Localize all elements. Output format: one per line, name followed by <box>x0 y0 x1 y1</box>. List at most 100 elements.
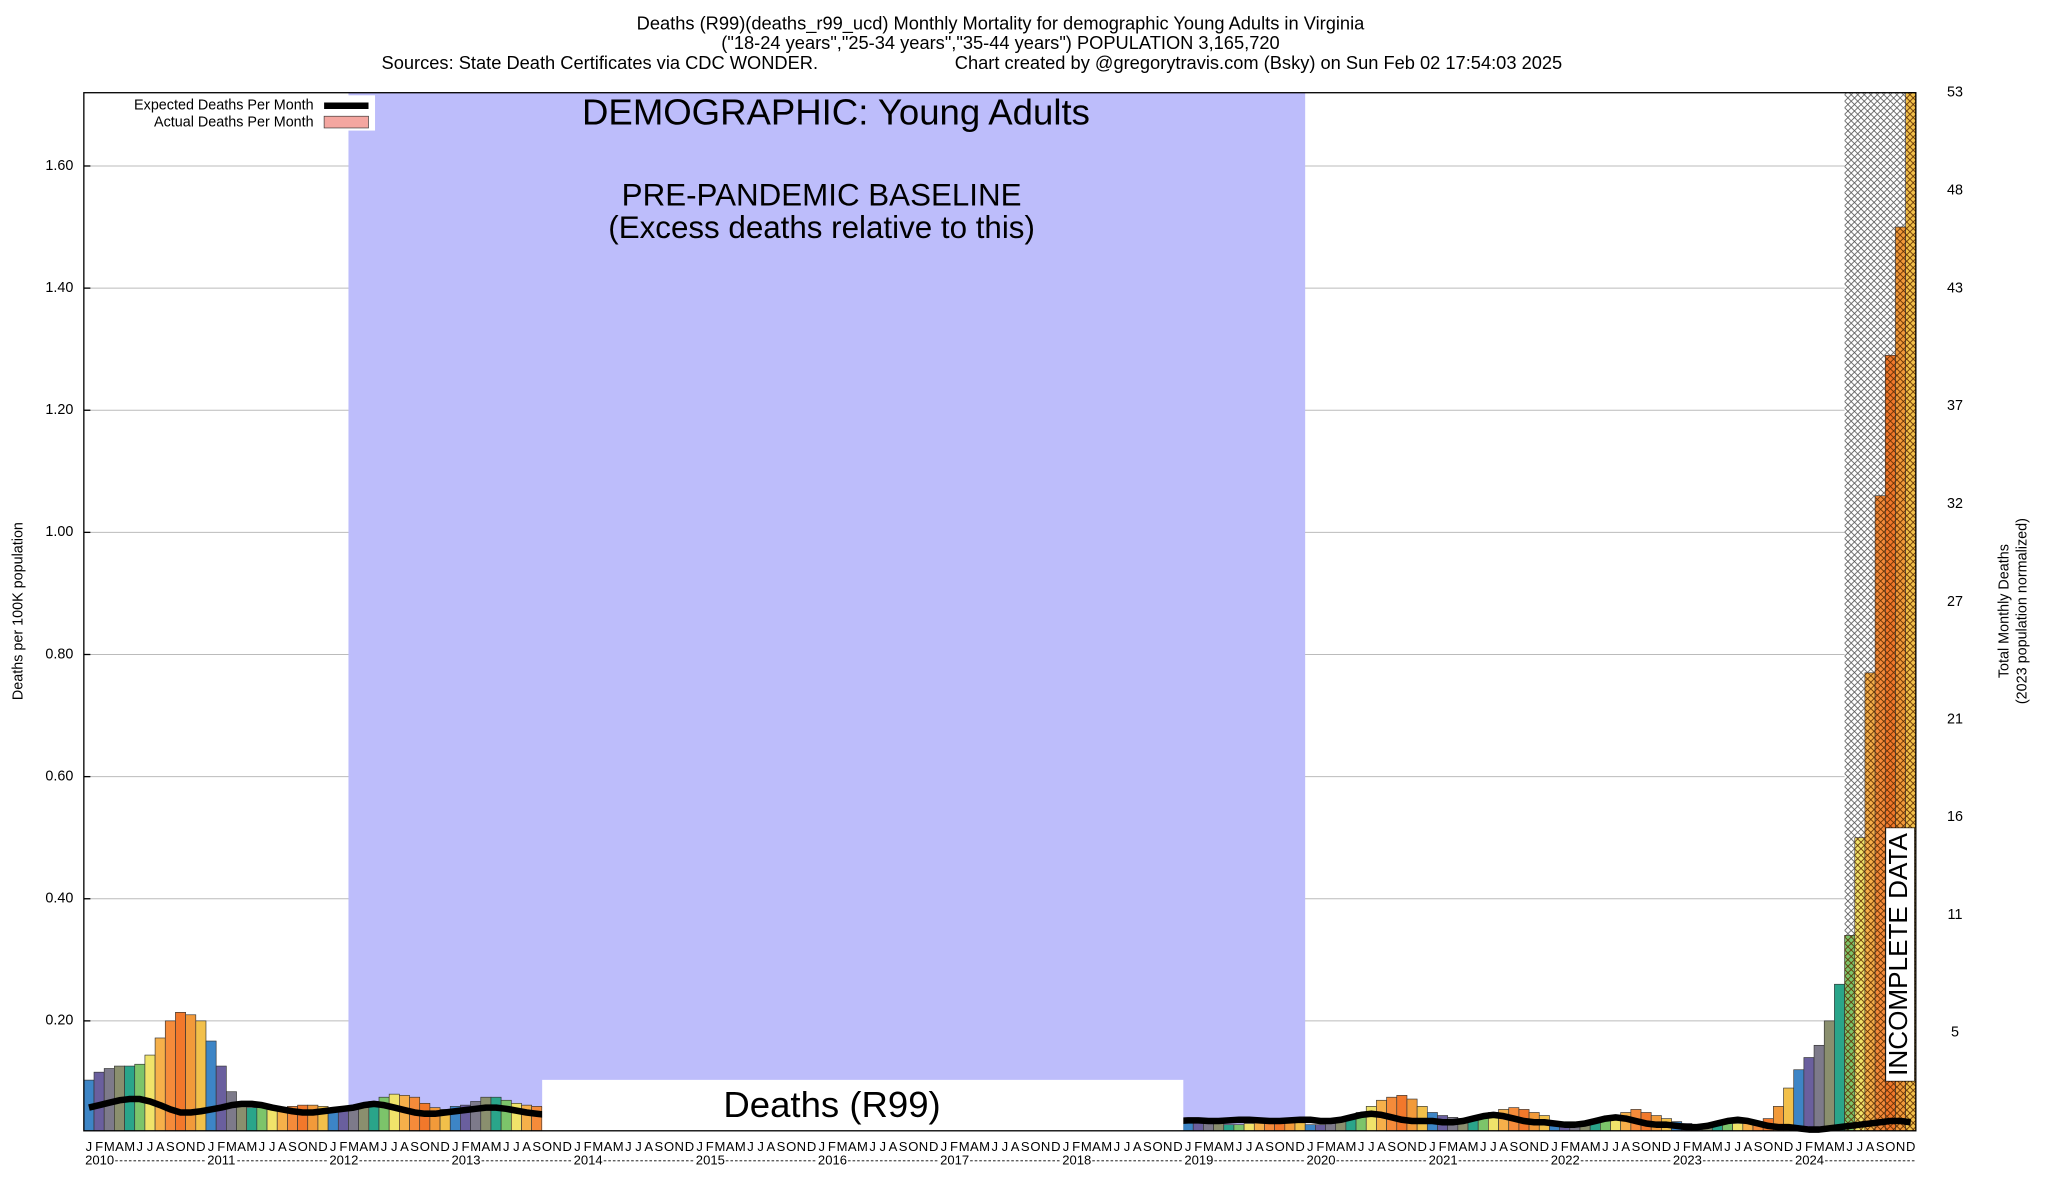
x-tick-label: J <box>757 1139 764 1154</box>
x-tick-label: J <box>391 1139 398 1154</box>
year-label: 2020 <box>1306 1152 1335 1167</box>
x-tick-label: S <box>899 1139 908 1154</box>
x-tick-label: D <box>1906 1139 1915 1154</box>
x-tick-label: M <box>1223 1139 1234 1154</box>
year-label: 2014 <box>574 1152 603 1167</box>
x-tick-label: A <box>1459 1139 1468 1154</box>
x-tick-label: J <box>330 1139 337 1154</box>
x-tick-label: M <box>1325 1139 1336 1154</box>
year-label: 2022 <box>1551 1152 1580 1167</box>
x-tick-label: J <box>747 1139 754 1154</box>
bar <box>266 1107 278 1132</box>
year-label: 2013 <box>452 1152 481 1167</box>
baseline-sublabel: (Excess deaths relative to this) <box>608 210 1035 245</box>
x-tick-label: M <box>1692 1139 1703 1154</box>
x-tick-label: J <box>503 1139 510 1154</box>
x-tick-label: J <box>880 1139 887 1154</box>
x-tick-label: N <box>1407 1139 1416 1154</box>
incomplete-label: INCOMPLETE DATA <box>1883 833 1913 1076</box>
x-tick-label: O <box>1519 1139 1529 1154</box>
year-label: 2024 <box>1795 1152 1824 1167</box>
x-tick-label: A <box>726 1139 735 1154</box>
x-tick-label: F <box>1683 1139 1691 1154</box>
x-tick-label: J <box>1185 1139 1192 1154</box>
x-tick-label: A <box>1336 1139 1345 1154</box>
x-tick-label: O <box>298 1139 308 1154</box>
year-label: 2023 <box>1673 1152 1702 1167</box>
x-tick-label: J <box>941 1139 948 1154</box>
x-tick-label: F <box>1316 1139 1324 1154</box>
x-tick-label: F <box>706 1139 714 1154</box>
chart-subtitle: ("18-24 years","25-34 years","35-44 year… <box>721 32 1279 53</box>
x-tick-label: A <box>766 1139 775 1154</box>
x-tick-label: M <box>368 1139 379 1154</box>
x-tick-label: F <box>1561 1139 1569 1154</box>
x-tick-label: J <box>1114 1139 1121 1154</box>
incomplete-label-box <box>1885 827 1915 1082</box>
x-tick-label: N <box>308 1139 317 1154</box>
x-tick-label: J <box>1236 1139 1243 1154</box>
incomplete-hatch <box>1854 837 1865 1131</box>
x-tick-label: M <box>348 1139 359 1154</box>
incomplete-hatch <box>1875 495 1886 1131</box>
y2-tick-label: 53 <box>1947 85 1963 101</box>
y-tick-label: 0.40 <box>45 891 73 907</box>
x-tick-label: J <box>147 1139 154 1154</box>
cause-box <box>542 1079 1184 1131</box>
source: Sources: State Death Certificates via CD… <box>382 52 818 73</box>
x-tick-label: N <box>552 1139 561 1154</box>
x-tick-label: D <box>1051 1139 1060 1154</box>
x-tick-label: J <box>1602 1139 1609 1154</box>
x-tick-label: F <box>1805 1139 1813 1154</box>
x-tick-label: M <box>226 1139 237 1154</box>
year-label: 2019 <box>1184 1152 1213 1167</box>
x-tick-label: F <box>1194 1139 1202 1154</box>
bar <box>388 1093 400 1132</box>
bar <box>236 1104 248 1132</box>
bar <box>1813 1044 1825 1132</box>
y-tick-label: 1.00 <box>45 524 73 540</box>
year-label: 2015 <box>696 1152 725 1167</box>
x-tick-label: J <box>1490 1139 1497 1154</box>
bar <box>144 1054 156 1132</box>
y2-axis-label: Total Monthly Deaths <box>1996 544 2012 678</box>
y2-axis-sublabel: (2023 population normalized) <box>2015 518 2031 704</box>
year-label: 2021 <box>1429 1152 1458 1167</box>
x-tick-label: J <box>1724 1139 1731 1154</box>
x-tick-label: A <box>1255 1139 1264 1154</box>
x-tick-label: M <box>1834 1139 1845 1154</box>
bar <box>154 1037 166 1132</box>
x-tick-label: S <box>410 1139 419 1154</box>
x-tick-label: J <box>635 1139 642 1154</box>
x-tick-label: J <box>1612 1139 1619 1154</box>
x-tick-label: N <box>1529 1139 1538 1154</box>
x-tick-label: M <box>491 1139 502 1154</box>
x-tick-label: N <box>1041 1139 1050 1154</box>
bar <box>1223 1124 1235 1132</box>
bar <box>1803 1057 1815 1132</box>
bar <box>500 1099 512 1132</box>
y-tick-label: 0.60 <box>45 768 73 784</box>
y2-tick-label: 16 <box>1947 809 1963 825</box>
y2-tick-label: 43 <box>1947 280 1963 296</box>
bar <box>1793 1069 1805 1132</box>
year-label: 2012 <box>329 1152 358 1167</box>
x-tick-label: N <box>797 1139 806 1154</box>
x-tick-label: A <box>522 1139 531 1154</box>
x-tick-label: O <box>1153 1139 1163 1154</box>
x-tick-label: J <box>1429 1139 1436 1154</box>
legend-swatch <box>323 115 369 129</box>
x-tick-label: D <box>1173 1139 1182 1154</box>
x-tick-label: D <box>1784 1139 1793 1154</box>
x-tick-label: J <box>452 1139 459 1154</box>
x-tick-label: A <box>115 1139 124 1154</box>
x-tick-label: D <box>1540 1139 1549 1154</box>
x-tick-label: M <box>959 1139 970 1154</box>
x-tick-label: J <box>625 1139 632 1154</box>
x-tick-label: A <box>278 1139 287 1154</box>
bar <box>1213 1123 1225 1132</box>
x-tick-label: A <box>237 1139 246 1154</box>
x-tick-label: A <box>1133 1139 1142 1154</box>
bar <box>164 1020 176 1132</box>
plot-frame <box>83 92 1917 1132</box>
